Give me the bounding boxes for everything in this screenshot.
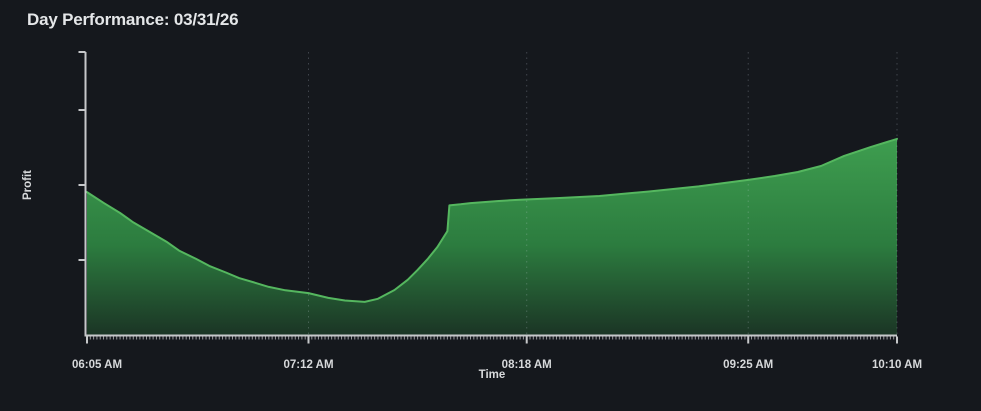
x-axis-title: Time bbox=[479, 369, 506, 381]
x-axis-tick-label: 06:05 AM bbox=[72, 359, 122, 371]
x-axis-tick-label: 09:25 AM bbox=[723, 359, 773, 371]
profit-series-line bbox=[86, 137, 898, 303]
chart-layers: 06:05 AM 07:12 AM 08:18 AM 09:25 AM 10:10 AM… bbox=[22, 51, 922, 381]
x-axis-tick-label: 08:18 AM bbox=[502, 359, 552, 371]
x-axis-tick-label: 10:10 AM bbox=[872, 359, 922, 371]
y-axis-title: Profit bbox=[22, 170, 34, 200]
x-axis-tick-label: 07:12 AM bbox=[283, 359, 333, 371]
chart-title: Day Performance: 03/31/26 bbox=[27, 10, 239, 29]
profit-series-area bbox=[87, 138, 897, 335]
